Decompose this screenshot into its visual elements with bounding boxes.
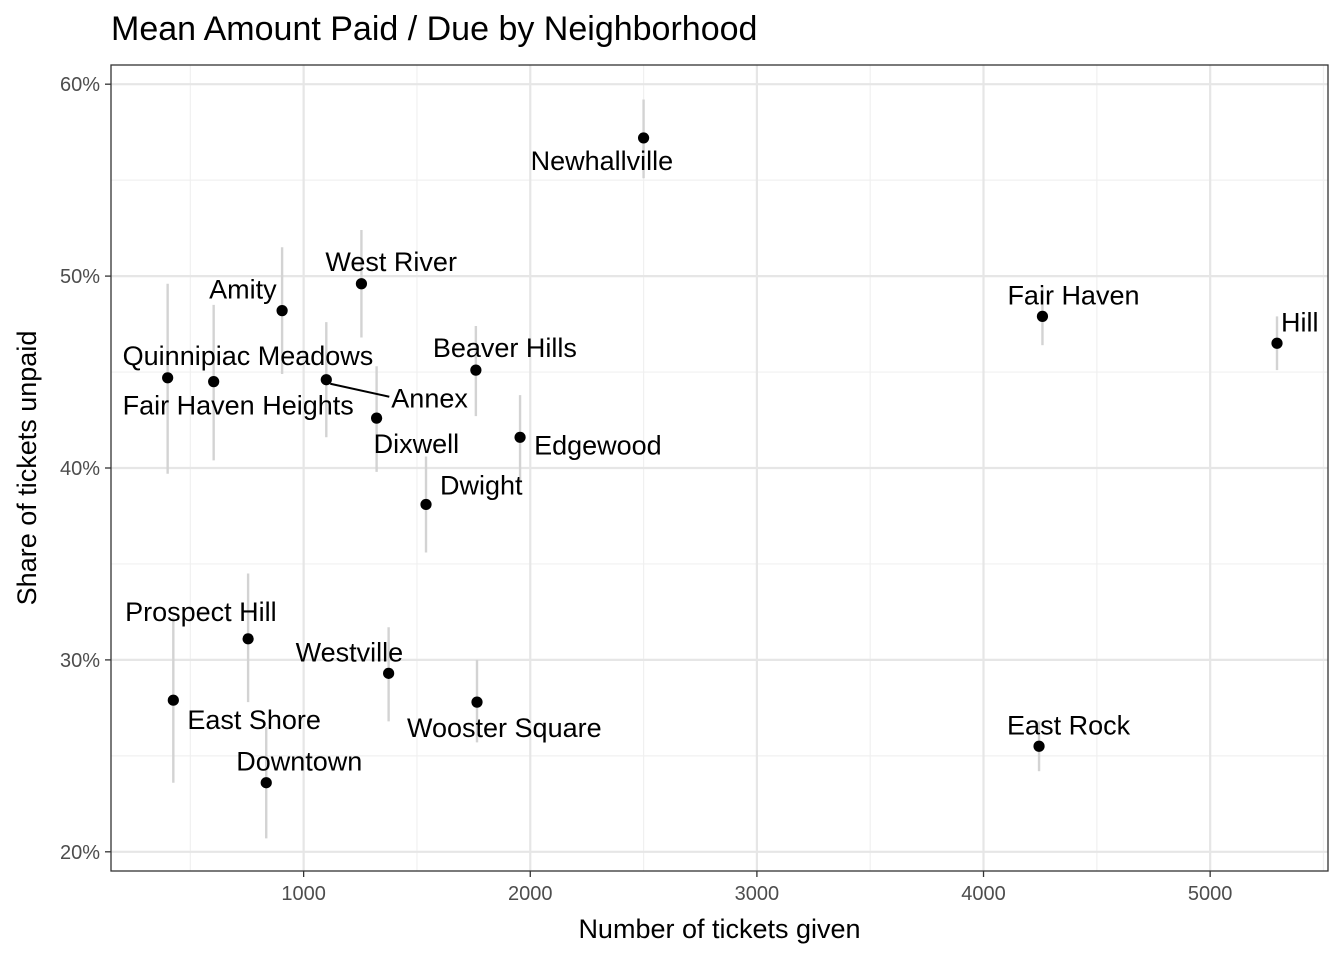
y-axis-ticks: 20% 30% 40% 50% 60% bbox=[60, 74, 111, 864]
data-point bbox=[420, 498, 432, 511]
data-point bbox=[637, 132, 650, 144]
data-point bbox=[1033, 740, 1045, 752]
point-label: Annex bbox=[391, 384, 468, 414]
x-axis-ticks: 1000 2000 3000 4000 5000 bbox=[281, 871, 1232, 905]
point-labels: Newhallville West River Amity Fair Haven Hil… bbox=[123, 146, 1319, 777]
point-label: Prospect Hill bbox=[125, 597, 277, 627]
data-point bbox=[1271, 337, 1283, 349]
point-label: Beaver Hills bbox=[433, 333, 577, 363]
data-point bbox=[260, 777, 272, 789]
point-label: West River bbox=[325, 247, 457, 277]
data-point bbox=[162, 372, 174, 384]
data-point bbox=[276, 305, 288, 317]
point-label: Downtown bbox=[236, 747, 362, 777]
point-label: Newhallville bbox=[531, 146, 674, 176]
point-label: Fair Haven Heights bbox=[123, 391, 354, 421]
data-point bbox=[355, 278, 368, 290]
y-tick-label: 20% bbox=[60, 842, 100, 864]
point-label: Fair Haven bbox=[1007, 280, 1139, 310]
major-gridlines bbox=[111, 65, 1328, 871]
point-label: Hill bbox=[1281, 307, 1319, 337]
data-point bbox=[371, 412, 383, 424]
data-point bbox=[470, 364, 482, 376]
point-label: Quinnipiac Meadows bbox=[123, 341, 374, 371]
data-point bbox=[242, 633, 254, 645]
chart-title: Mean Amount Paid / Due by Neighborhood bbox=[111, 10, 757, 48]
point-label: Dwight bbox=[440, 470, 523, 500]
x-tick-label: 2000 bbox=[508, 883, 553, 905]
data-point bbox=[167, 694, 179, 706]
y-tick-label: 50% bbox=[60, 266, 100, 288]
data-point bbox=[320, 374, 332, 386]
x-tick-label: 4000 bbox=[961, 883, 1006, 905]
point-label: East Rock bbox=[1007, 710, 1131, 740]
x-tick-label: 5000 bbox=[1188, 883, 1233, 905]
data-point bbox=[1036, 310, 1049, 322]
y-tick-label: 40% bbox=[60, 458, 100, 480]
data-point bbox=[514, 431, 526, 443]
x-axis-title: Number of tickets given bbox=[578, 914, 860, 944]
point-label: Edgewood bbox=[534, 430, 662, 460]
point-label: Amity bbox=[209, 275, 277, 305]
label-leader-line bbox=[330, 382, 390, 398]
point-label: East Shore bbox=[187, 705, 321, 735]
x-tick-label: 1000 bbox=[281, 883, 326, 905]
y-tick-label: 30% bbox=[60, 650, 100, 672]
data-point bbox=[471, 696, 483, 708]
point-label: Dixwell bbox=[374, 429, 460, 459]
data-points bbox=[162, 132, 1283, 789]
y-axis-title: Share of tickets unpaid bbox=[12, 331, 42, 606]
point-label: Wooster Square bbox=[407, 713, 602, 743]
point-label: Westville bbox=[296, 637, 404, 667]
x-tick-label: 3000 bbox=[735, 883, 780, 905]
data-point bbox=[208, 376, 220, 388]
data-point bbox=[383, 667, 395, 679]
y-tick-label: 60% bbox=[60, 74, 100, 96]
label-leader-lines bbox=[330, 382, 390, 398]
